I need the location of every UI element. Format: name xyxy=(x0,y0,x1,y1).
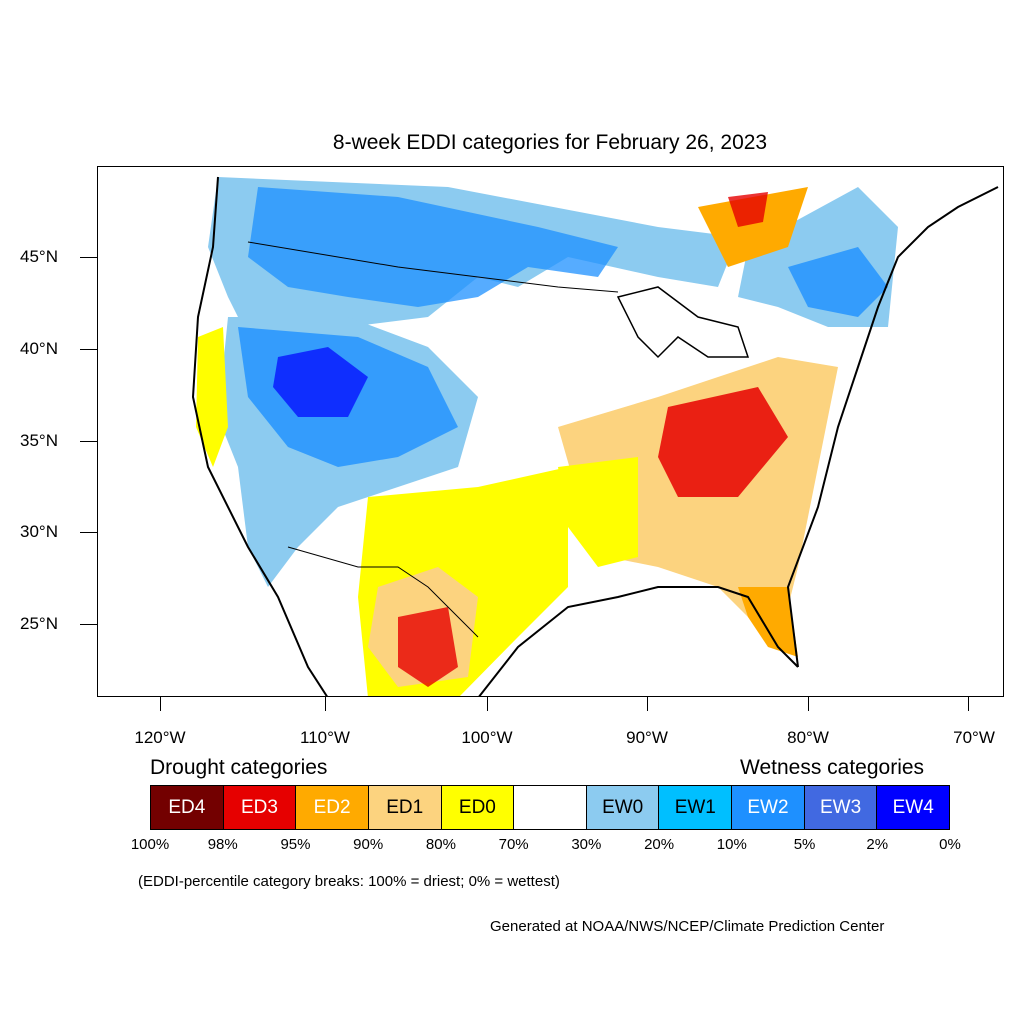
drought-region-maine-ed3 xyxy=(728,192,768,227)
legend-break-label: 2% xyxy=(866,836,889,853)
wetness-categories-heading: Wetness categories xyxy=(740,756,925,779)
legend-cell-ew3: EW3 xyxy=(804,786,878,829)
wet-region-north-core xyxy=(248,187,618,307)
legend-cell-ew2: EW2 xyxy=(732,786,805,829)
category-breaks-note: (EDDI-percentile category breaks: 100% =… xyxy=(138,873,560,890)
legend-colorbar: ED4 ED3 ED2 ED1 ED0 EW0 EW1 EW2 EW3 EW4 xyxy=(150,785,950,830)
lat-label-40: 40°N xyxy=(20,339,58,358)
legend-break-label: 0% xyxy=(939,836,961,853)
drought-region-south-ed3 xyxy=(398,607,458,687)
lon-tick-120 xyxy=(160,697,161,711)
legend-cell-ew4: EW4 xyxy=(877,786,950,829)
lat-label-45: 45°N xyxy=(20,247,58,266)
drought-region-east-ed0 xyxy=(558,457,638,567)
legend-cell-ed1: ED1 xyxy=(368,786,442,829)
border-north xyxy=(247,241,619,293)
wet-region-west-extreme xyxy=(273,347,368,417)
coastline-east xyxy=(786,186,999,668)
border-mexico xyxy=(287,546,479,638)
wet-region-northeast-core xyxy=(788,247,888,317)
lon-label-90: 90°W xyxy=(626,728,668,747)
lon-label-70: 70°W xyxy=(953,728,995,747)
map-title: 8-week EDDI categories for February 26, … xyxy=(332,131,768,154)
legend-break-label: 80% xyxy=(425,836,456,853)
coastline-gulf xyxy=(478,586,799,696)
legend-cell-ed3: ED3 xyxy=(223,786,297,829)
lat-label-25: 25°N xyxy=(20,614,58,633)
coastline-west xyxy=(191,176,328,696)
lon-tick-110 xyxy=(325,697,326,711)
drought-region-east-ed3 xyxy=(658,387,788,497)
lat-tick-35 xyxy=(80,441,97,442)
legend-cell-ed2: ED2 xyxy=(296,786,369,829)
legend-break-label: 10% xyxy=(716,836,747,853)
legend-cell-ew1: EW1 xyxy=(659,786,733,829)
legend-cell-ew0: EW0 xyxy=(586,786,660,829)
lon-label-110: 110°W xyxy=(300,728,350,747)
legend-break-label: 100% xyxy=(130,836,170,853)
legend-break-label: 90% xyxy=(353,836,384,853)
legend-break-label: 20% xyxy=(644,836,675,853)
lon-tick-80 xyxy=(808,697,809,711)
lat-tick-45 xyxy=(80,257,97,258)
legend-cell-ed0: ED0 xyxy=(441,786,515,829)
legend-cell-normal xyxy=(514,786,587,829)
legend-break-label: 5% xyxy=(793,836,816,853)
drought-region-westcoast xyxy=(196,327,228,467)
lat-tick-40 xyxy=(80,349,97,350)
lat-label-35: 35°N xyxy=(20,431,58,450)
legend-break-label: 30% xyxy=(571,836,602,853)
legend-break-label: 98% xyxy=(207,836,238,853)
lat-tick-30 xyxy=(80,532,97,533)
conus-map xyxy=(191,176,999,696)
lon-label-120: 120°W xyxy=(134,728,186,747)
lon-tick-100 xyxy=(487,697,488,711)
lat-label-30: 30°N xyxy=(20,522,58,541)
legend-break-label: 95% xyxy=(280,836,311,853)
credit-line: Generated at NOAA/NWS/NCEP/Climate Predi… xyxy=(490,918,885,935)
lon-tick-70 xyxy=(968,697,969,711)
lat-tick-25 xyxy=(80,624,97,625)
drought-categories-heading: Drought categories xyxy=(150,756,328,779)
great-lakes xyxy=(616,286,750,359)
drought-region-maine xyxy=(698,187,808,267)
map-panel xyxy=(97,166,1004,697)
lon-tick-90 xyxy=(647,697,648,711)
lon-label-80: 80°W xyxy=(787,728,829,747)
legend-cell-ed4: ED4 xyxy=(151,786,224,829)
lon-label-100: 100°W xyxy=(461,728,513,747)
legend-break-label: 70% xyxy=(498,836,529,853)
